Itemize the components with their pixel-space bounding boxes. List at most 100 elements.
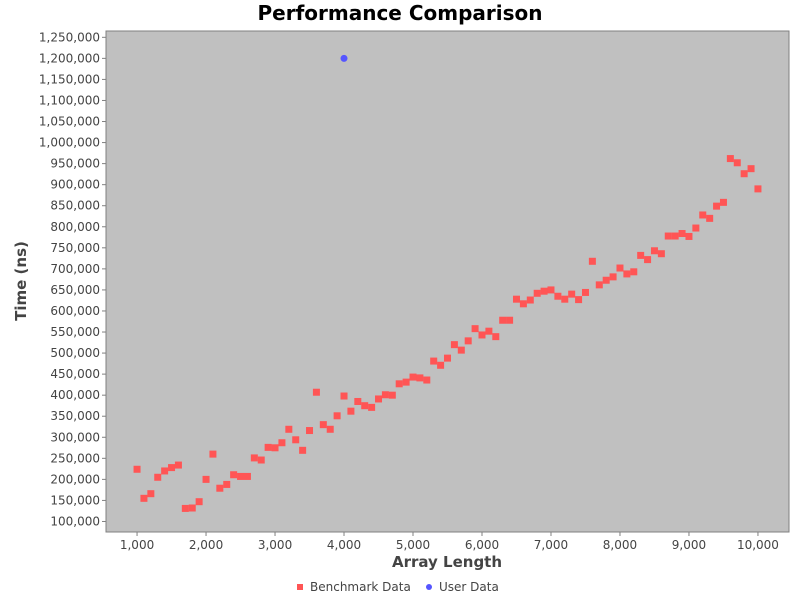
legend-label: User Data — [439, 580, 499, 594]
x-tick-label: 4,000 — [327, 538, 361, 552]
y-tick-label: 500,000 — [50, 346, 100, 360]
benchmark-point — [354, 397, 362, 405]
benchmark-point — [575, 296, 583, 304]
benchmark-point — [230, 471, 238, 479]
x-axis-label: Array Length — [392, 553, 502, 571]
y-tick-label: 450,000 — [50, 367, 100, 381]
benchmark-point — [754, 185, 762, 193]
benchmark-point — [237, 472, 245, 480]
benchmark-point — [181, 504, 189, 512]
benchmark-point — [250, 454, 258, 462]
y-tick-label: 550,000 — [50, 325, 100, 339]
y-tick-label: 1,150,000 — [39, 72, 100, 86]
benchmark-point — [292, 436, 300, 444]
benchmark-point — [650, 247, 658, 255]
benchmark-point — [644, 256, 652, 264]
x-tick-label: 7,000 — [534, 538, 568, 552]
x-tick-label: 9,000 — [672, 538, 706, 552]
benchmark-point — [471, 325, 479, 333]
benchmark-point — [133, 465, 141, 473]
x-axis: 1,000 2,000 3,000 4,000 5,000 6,000 7,000 8,000… — [120, 532, 779, 552]
benchmark-point — [588, 257, 596, 265]
benchmark-point — [726, 155, 734, 163]
benchmark-point — [319, 421, 327, 429]
benchmark-point — [257, 456, 265, 464]
benchmark-point — [664, 232, 672, 240]
y-tick-label: 900,000 — [50, 178, 100, 192]
benchmark-point — [381, 391, 389, 399]
benchmark-point — [202, 475, 210, 483]
x-tick-label: 2,000 — [189, 538, 223, 552]
benchmark-point — [333, 412, 341, 420]
x-tick-label: 5,000 — [396, 538, 430, 552]
x-tick-label: 3,000 — [258, 538, 292, 552]
benchmark-point — [416, 374, 424, 382]
benchmark-point — [506, 316, 514, 324]
plot-area — [105, 30, 790, 533]
y-tick-label: 650,000 — [50, 283, 100, 297]
benchmark-point — [692, 224, 700, 232]
x-tick-label: 8,000 — [603, 538, 637, 552]
benchmark-point — [733, 159, 741, 167]
y-tick-label: 600,000 — [50, 304, 100, 318]
benchmark-point — [437, 361, 445, 369]
y-tick-label: 100,000 — [50, 514, 100, 528]
benchmark-point — [554, 292, 562, 300]
y-tick-label: 800,000 — [50, 220, 100, 234]
benchmark-point — [209, 450, 217, 458]
benchmark-point — [630, 268, 638, 276]
benchmark-point — [519, 300, 527, 308]
benchmark-point — [719, 198, 727, 206]
benchmark-point — [740, 170, 748, 178]
benchmark-point — [409, 373, 417, 381]
legend-label: Benchmark Data — [310, 580, 411, 594]
benchmark-point — [223, 480, 231, 488]
y-tick-label: 400,000 — [50, 388, 100, 402]
benchmark-point — [140, 494, 148, 502]
benchmark-point — [299, 446, 307, 454]
user-point — [340, 54, 348, 62]
benchmark-point — [561, 295, 569, 303]
chart-title: Performance Comparison — [257, 1, 542, 25]
y-tick-label: 200,000 — [50, 472, 100, 486]
benchmark-point — [526, 296, 534, 304]
benchmark-point — [499, 316, 507, 324]
benchmark-point — [657, 250, 665, 258]
y-tick-label: 1,200,000 — [39, 51, 100, 65]
benchmark-point — [444, 354, 451, 362]
benchmark-point — [195, 498, 203, 506]
benchmark-point — [595, 281, 603, 289]
benchmark-point — [216, 484, 224, 492]
benchmark-point — [623, 270, 631, 278]
legend: Benchmark Data User Data — [297, 580, 499, 594]
legend-marker — [426, 584, 432, 590]
benchmark-point — [347, 407, 355, 415]
benchmark-point — [464, 337, 472, 345]
benchmark-point — [581, 288, 589, 296]
benchmark-point — [188, 504, 196, 512]
y-tick-label: 1,050,000 — [39, 115, 100, 129]
benchmark-point — [285, 425, 293, 433]
benchmark-point — [161, 467, 169, 475]
benchmark-point — [264, 443, 272, 451]
y-axis: 100,000 150,000 200,000 250,000 300,000 350,0… — [39, 30, 106, 528]
benchmark-point — [271, 444, 279, 452]
benchmark-point — [568, 290, 576, 298]
benchmark-point — [278, 439, 286, 447]
benchmark-point — [154, 473, 162, 481]
benchmark-point — [485, 327, 493, 335]
benchmark-point — [747, 165, 755, 173]
y-tick-label: 1,000,000 — [39, 136, 100, 150]
benchmark-point — [713, 202, 721, 210]
benchmark-point — [678, 230, 686, 238]
benchmark-point — [388, 391, 396, 399]
benchmark-point — [174, 461, 182, 469]
benchmark-point — [430, 357, 438, 365]
benchmark-point — [326, 425, 334, 433]
y-tick-label: 750,000 — [50, 241, 100, 255]
benchmark-point — [312, 388, 320, 396]
benchmark-point — [402, 378, 410, 386]
benchmark-point — [609, 273, 617, 281]
benchmark-point — [147, 490, 155, 498]
benchmark-point — [533, 289, 541, 297]
